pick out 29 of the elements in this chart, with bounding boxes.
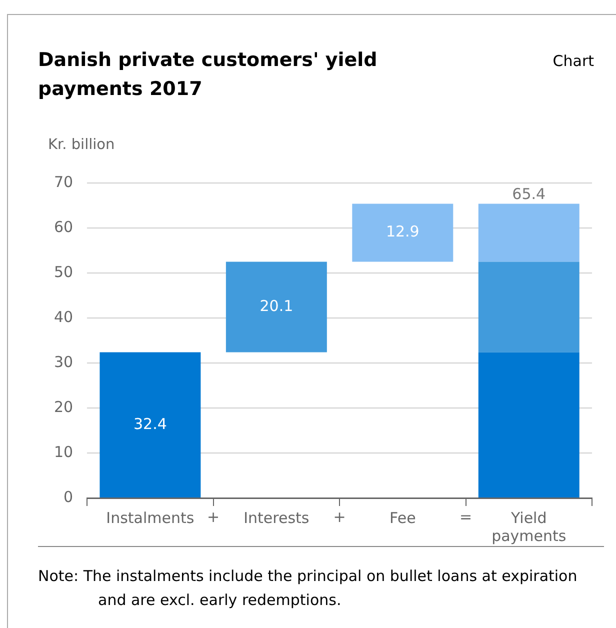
bar [478, 262, 580, 352]
text: Note: The instalments include the principal on bullet loans at expiration and are excl. early redemptions. [38, 566, 578, 611]
x-tick-label: Interests [244, 508, 310, 527]
data-label: 20.1 [260, 296, 294, 315]
x-tick-label: Fee [390, 508, 416, 527]
y-tick-label: 30 [54, 352, 74, 371]
bar [352, 204, 454, 262]
y-tick-label: 60 [54, 218, 74, 236]
y-tick-label: 50 [54, 262, 74, 281]
x-tick-label: Instalments [106, 508, 194, 527]
bar [100, 352, 201, 498]
y-axis-title: Kr. billion [48, 137, 115, 153]
bar [226, 262, 327, 352]
bar [478, 204, 580, 262]
y-tick-label: 40 [54, 308, 74, 326]
x-tick-label: Yield payments [492, 508, 566, 545]
chart-title: Danish private customers' yield payments 2017 [38, 48, 378, 102]
total-label: 65.4 [512, 185, 546, 204]
text: = [459, 508, 472, 526]
bar [478, 352, 580, 498]
data-label: 32.4 [134, 414, 167, 433]
y-tick-label: 10 [54, 442, 74, 461]
text: Chart [552, 52, 594, 70]
data-label: 12.9 [386, 222, 420, 241]
y-tick-label: 70 [54, 172, 74, 191]
text: + [207, 508, 220, 526]
text: + [333, 508, 346, 526]
y-tick-label: 20 [54, 398, 74, 416]
y-tick-label: 0 [64, 488, 74, 506]
